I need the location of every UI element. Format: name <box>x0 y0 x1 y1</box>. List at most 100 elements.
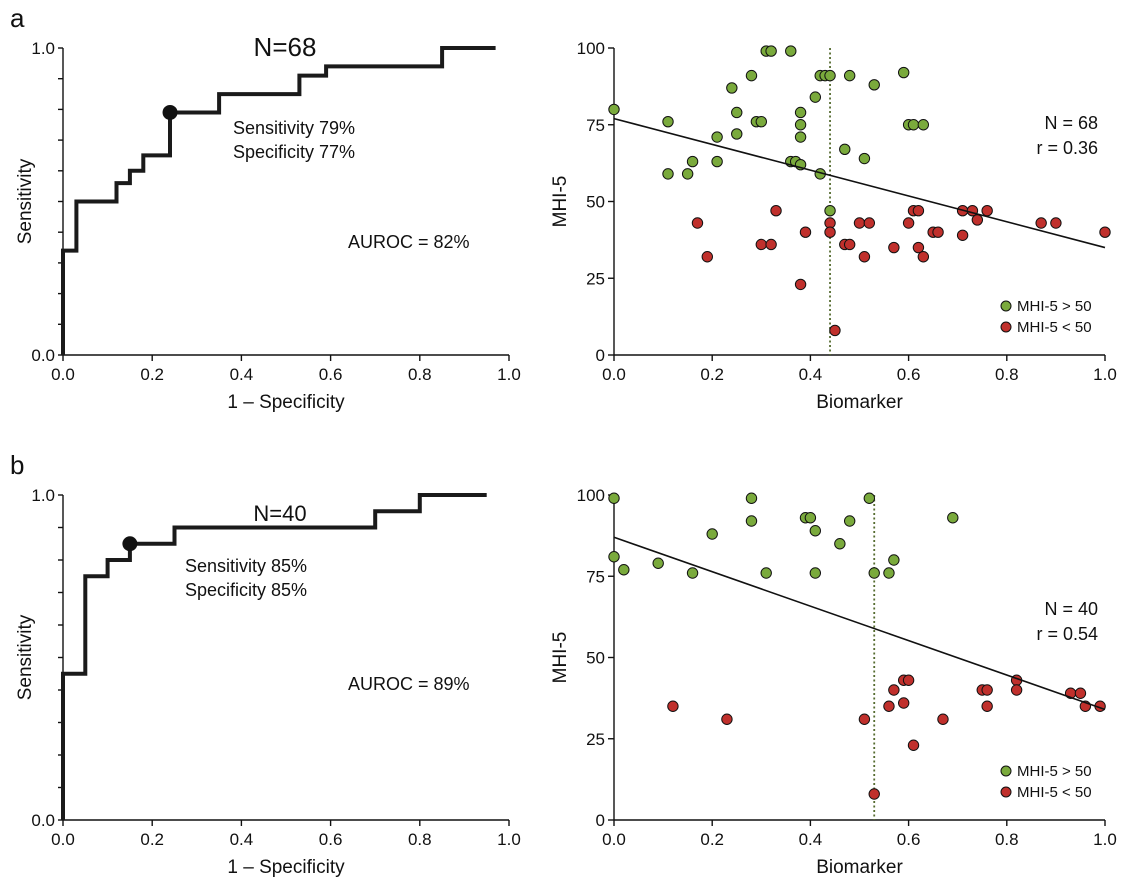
n-annotation: N = 40 <box>1044 599 1098 619</box>
data-point <box>731 128 743 140</box>
data-point <box>947 512 959 524</box>
x-tick-label: 0.4 <box>230 365 254 384</box>
data-point <box>809 525 822 537</box>
data-point <box>843 515 856 527</box>
data-point <box>686 155 699 168</box>
y-axis-label: MHI-5 <box>550 176 571 228</box>
data-point <box>652 557 664 569</box>
legend-label: MHI-5 > 50 <box>1017 298 1092 315</box>
data-point <box>839 143 851 156</box>
regression-line <box>613 536 1106 711</box>
data-point <box>981 684 993 696</box>
operating-point <box>162 104 178 120</box>
data-point <box>765 238 777 251</box>
data-point <box>745 69 758 82</box>
y-tick-label: 50 <box>586 649 605 668</box>
data-point <box>888 241 900 254</box>
data-point <box>618 564 630 576</box>
x-tick-label: 0.0 <box>602 830 626 849</box>
data-point <box>809 91 822 103</box>
data-point <box>907 119 920 131</box>
data-point <box>608 103 620 116</box>
y-axis-label: Sensitivity <box>15 614 36 700</box>
sensitivity-annotation: Sensitivity 85% <box>185 556 307 576</box>
data-point <box>1099 226 1111 238</box>
x-axis-label: 1 – Specificity <box>227 392 345 413</box>
data-point <box>760 567 772 579</box>
x-tick-label: 0.8 <box>408 830 432 849</box>
sensitivity-annotation: Sensitivity 79% <box>233 118 355 138</box>
data-point <box>824 69 836 82</box>
y-tick-label: 0.0 <box>31 811 55 830</box>
r-annotation: r = 0.36 <box>1036 138 1098 158</box>
x-axis-label: Biomarker <box>816 392 903 413</box>
data-point <box>897 66 910 79</box>
y-tick-label: 75 <box>586 116 605 135</box>
legend-marker <box>1000 786 1012 798</box>
data-point <box>917 251 930 263</box>
data-point <box>770 205 782 217</box>
x-tick-label: 1.0 <box>1093 365 1117 384</box>
y-tick-label: 0.0 <box>31 346 55 365</box>
data-point <box>897 697 910 709</box>
auroc-annotation: AUROC = 82% <box>348 232 470 252</box>
data-point <box>799 226 812 238</box>
y-tick-label: 0 <box>596 811 605 830</box>
x-tick-label: 0.0 <box>51 830 75 849</box>
x-tick-label: 1.0 <box>1093 830 1117 849</box>
x-tick-label: 0.4 <box>230 830 254 849</box>
data-point <box>711 155 723 168</box>
y-axis-label: MHI-5 <box>550 632 571 684</box>
x-tick-label: 0.4 <box>799 365 823 384</box>
y-tick-label: 0 <box>596 346 605 365</box>
data-point <box>883 700 895 712</box>
data-point <box>794 119 807 131</box>
data-point <box>745 492 758 504</box>
data-point <box>681 168 694 180</box>
roc-curve <box>61 46 496 355</box>
data-point <box>981 205 993 217</box>
data-point <box>667 700 679 712</box>
x-tick-label: 0.8 <box>995 830 1019 849</box>
y-tick-label: 100 <box>577 486 605 505</box>
data-point <box>917 119 930 131</box>
data-point <box>902 674 915 686</box>
y-tick-label: 50 <box>586 193 605 212</box>
regression-line <box>613 117 1106 249</box>
panel-label-b: b <box>10 450 24 480</box>
data-point <box>794 278 807 291</box>
legend-label: MHI-5 > 50 <box>1017 763 1092 780</box>
chart-title: N=68 <box>254 32 317 62</box>
data-point <box>932 226 944 238</box>
data-point <box>858 713 871 725</box>
data-point <box>804 512 817 524</box>
x-tick-label: 0.2 <box>700 830 724 849</box>
y-tick-label: 1.0 <box>31 486 55 505</box>
data-point <box>1035 217 1047 229</box>
x-tick-label: 0.6 <box>897 830 921 849</box>
data-point <box>1050 217 1062 229</box>
data-point <box>834 538 846 550</box>
chart-title: N=40 <box>253 501 306 526</box>
roc-chart-a: 0.0 0.2 0.4 0.6 0.8 1.0 0.0 1.0 1 – Specificity S… <box>15 32 521 413</box>
y-tick-label: 75 <box>586 567 605 586</box>
data-point <box>711 131 723 143</box>
panel-label-a: a <box>10 3 25 33</box>
data-point <box>662 168 674 180</box>
legend-label: MHI-5 < 50 <box>1017 319 1092 336</box>
data-point <box>824 205 836 217</box>
data-point <box>858 152 871 165</box>
data-point <box>829 324 841 337</box>
data-point <box>608 551 620 563</box>
x-axis-label: Biomarker <box>816 857 903 878</box>
legend-label: MHI-5 < 50 <box>1017 784 1092 801</box>
data-point <box>691 217 704 229</box>
x-tick-label: 0.2 <box>140 365 164 384</box>
data-point <box>686 567 699 579</box>
data-point <box>956 229 969 241</box>
y-tick-label: 100 <box>577 39 605 58</box>
roc-chart-b: 0.0 0.2 0.4 0.6 0.8 1.0 0.0 1.0 1 – Specificity S… <box>15 486 521 878</box>
data-point <box>745 515 758 527</box>
data-point <box>902 217 915 229</box>
x-tick-label: 0.6 <box>319 830 343 849</box>
